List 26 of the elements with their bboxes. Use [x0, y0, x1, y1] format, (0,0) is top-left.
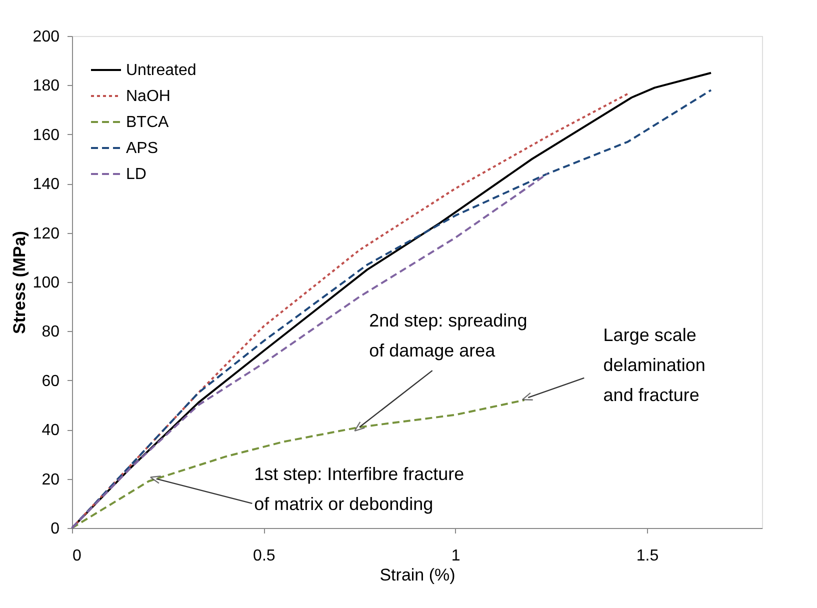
y-tick-label: 80: [42, 324, 60, 341]
x-tick-label: 1.5: [636, 548, 659, 564]
y-tick-label: 120: [32, 225, 60, 242]
y-tick-label: 20: [42, 471, 60, 488]
y-tick-label: 60: [42, 372, 60, 390]
y-tick-label: 200: [32, 28, 60, 46]
legend-label: Untreated: [126, 62, 196, 79]
x-axis-title: Strain (%): [380, 566, 456, 584]
y-tick-label: 0: [50, 520, 60, 538]
y-axis-title: Stress (MPa): [10, 231, 29, 334]
y-tick-label: 100: [32, 274, 60, 292]
annotation: 1st step: Interfibre fracture of matrix or debonding: [254, 464, 464, 514]
y-tick-label: 40: [42, 422, 60, 440]
line-series: [71, 399, 526, 529]
legend-label: NaOH: [126, 88, 170, 105]
y-tick-label: 140: [32, 176, 60, 194]
legend-label: APS: [126, 140, 158, 157]
annotation: Large scale delamination and fracture: [603, 325, 706, 406]
annotation: 2nd step: spreading of damage area: [369, 310, 528, 360]
x-tick-label: 0: [72, 548, 82, 564]
y-tick-label: 160: [32, 126, 60, 144]
y-tick-label: 180: [32, 78, 60, 95]
legend-label: BTCA: [126, 114, 169, 131]
x-tick-label: 0.5: [253, 548, 276, 564]
x-tick-label: 1: [451, 548, 460, 564]
legend-label: LD: [126, 166, 146, 183]
